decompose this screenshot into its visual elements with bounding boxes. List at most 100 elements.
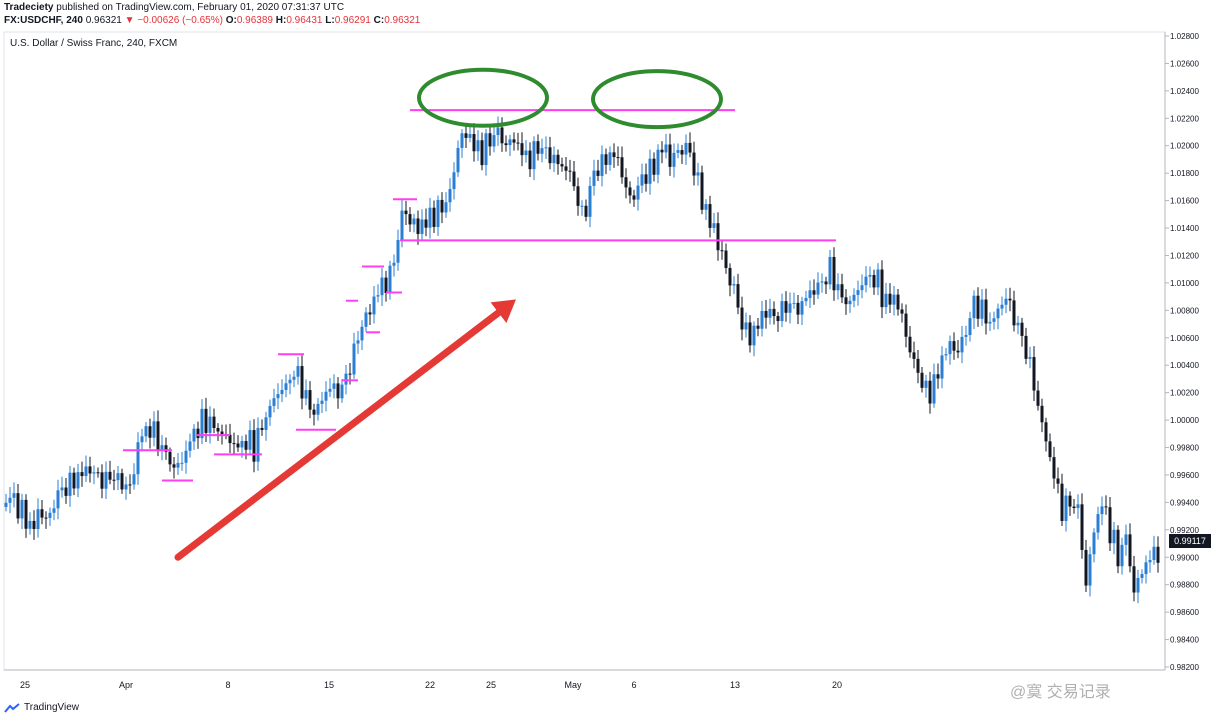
candle-body: [840, 284, 844, 298]
candle-body: [368, 312, 372, 315]
price-tick-label: 0.99800: [1170, 444, 1199, 453]
candle-body: [536, 141, 540, 154]
candle-body: [872, 274, 876, 288]
change-value: −0.00626 (−0.65%): [137, 15, 223, 26]
close-label: C:: [373, 15, 385, 26]
candle-body: [1116, 529, 1120, 567]
candle-body: [1008, 298, 1012, 301]
time-axis[interactable]: 25 Apr 8 15 22 25 May 6 13 20: [4, 669, 1165, 690]
candle-body: [1040, 405, 1044, 423]
price-tick-label: 1.01600: [1170, 197, 1199, 206]
candle-body: [568, 170, 572, 172]
candle-body: [352, 343, 356, 375]
time-tick-label: Apr: [119, 680, 133, 690]
double-top-ellipse: [591, 69, 723, 130]
candle-body: [736, 284, 740, 308]
candle-body: [636, 185, 640, 200]
price-tick-label: 1.02000: [1170, 142, 1199, 151]
candle-body: [480, 140, 484, 166]
candle-body: [668, 144, 672, 167]
candle-body: [812, 290, 816, 295]
candle-body: [328, 388, 332, 392]
candle-body: [816, 282, 820, 295]
price-axis[interactable]: 1.02800 1.02600 1.02400 1.02200 1.02000 1.018…: [1164, 32, 1199, 672]
price-tick-label: 0.98200: [1170, 663, 1199, 672]
candle-body: [628, 187, 632, 196]
candle-body: [520, 143, 524, 156]
candle-body: [548, 147, 552, 164]
candle-body: [716, 223, 720, 251]
candle-body: [896, 294, 900, 310]
price-tick-label: 0.99400: [1170, 498, 1199, 507]
candle-body: [768, 308, 772, 318]
candle-body: [108, 471, 112, 480]
candle-body: [80, 472, 84, 477]
candle-body: [924, 380, 928, 388]
candle-body: [640, 174, 644, 186]
price-tick-label: 1.02600: [1170, 59, 1199, 68]
candle-body: [424, 219, 428, 228]
candle-body: [104, 471, 108, 489]
candle-body: [1072, 506, 1076, 509]
time-tick-label: May: [564, 680, 582, 690]
candle-body: [616, 157, 620, 159]
watermark-text: @寞 交易记录: [1010, 684, 1111, 701]
candle-body: [256, 427, 260, 462]
candle-body: [1140, 574, 1144, 578]
candle-body: [512, 139, 516, 143]
price-tick-label: 0.99200: [1170, 526, 1199, 535]
candle-body: [644, 174, 648, 184]
candle-body: [8, 497, 12, 503]
candle-body: [744, 322, 748, 330]
author-name: Tradeciety: [4, 2, 54, 13]
candle-body: [72, 472, 76, 489]
candle-body: [660, 149, 664, 153]
publish-text: published on TradingView.com, February 0…: [56, 2, 345, 13]
candle-body: [220, 431, 224, 435]
candle-body: [524, 150, 528, 156]
candle-body: [532, 141, 536, 170]
candle-body: [156, 421, 160, 450]
candle-body: [164, 445, 168, 452]
time-tick-label: 22: [425, 680, 435, 690]
time-tick-label: 8: [225, 680, 230, 690]
candle-body: [908, 336, 912, 353]
candle-body: [376, 295, 380, 297]
candle-body: [988, 321, 992, 324]
candle-body: [212, 416, 216, 428]
candle-body: [40, 509, 44, 518]
candle-body: [216, 427, 220, 432]
candle-body: [1104, 506, 1108, 508]
candle-body: [1088, 554, 1092, 586]
candle-body: [68, 472, 72, 496]
candle-body: [1028, 357, 1032, 359]
candle-body: [1032, 357, 1036, 391]
candle-body: [344, 373, 348, 385]
candle-body: [1144, 562, 1148, 575]
close-value: 0.96321: [384, 15, 421, 26]
candle-body: [1124, 534, 1128, 545]
candle-body: [436, 199, 440, 227]
candle-body: [144, 426, 148, 437]
candle-body: [148, 426, 152, 438]
candle-body: [348, 373, 352, 375]
candle-body: [756, 325, 760, 329]
candle-body: [968, 318, 972, 335]
low-value: 0.96291: [334, 15, 371, 26]
candle-body: [932, 374, 936, 404]
candle-body: [288, 379, 292, 384]
candle-body: [820, 281, 824, 283]
plot-area[interactable]: [3, 31, 1166, 671]
candle-body: [800, 301, 804, 315]
candle-body: [648, 158, 652, 184]
candle-body: [1000, 304, 1004, 309]
candle-body: [500, 127, 504, 144]
candle-body: [952, 341, 956, 351]
candle-body: [564, 166, 568, 171]
candle-body: [128, 484, 132, 486]
tradingview-footer[interactable]: TradingView: [4, 702, 79, 713]
candle-body: [1136, 577, 1140, 593]
time-tick-label: 25: [20, 680, 30, 690]
candle-body: [88, 466, 92, 474]
